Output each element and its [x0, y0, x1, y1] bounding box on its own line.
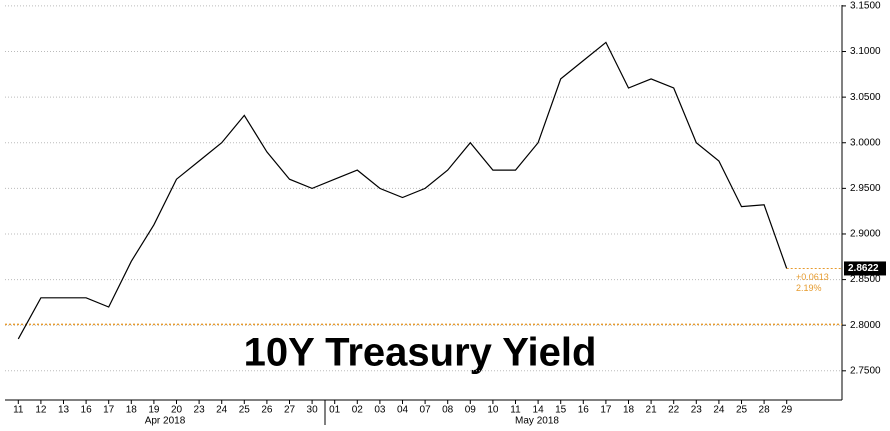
chart-title: 10Y Treasury Yield: [244, 331, 597, 375]
x-tick-label: 16: [578, 405, 590, 416]
x-tick-label: 30: [307, 405, 319, 416]
x-tick-label: 23: [194, 405, 206, 416]
x-tick-label: 13: [58, 405, 70, 416]
x-tick-label: 15: [555, 405, 567, 416]
month-label: May 2018: [515, 416, 559, 427]
x-tick-label: 29: [781, 405, 793, 416]
x-tick-label: 02: [352, 405, 364, 416]
x-tick-label: 28: [759, 405, 771, 416]
last-value-label: 2.8622: [848, 263, 879, 274]
x-tick-label: 24: [713, 405, 725, 416]
x-tick-label: 22: [668, 405, 680, 416]
x-tick-label: 16: [81, 405, 93, 416]
x-tick-label: 25: [736, 405, 748, 416]
y-tick-label: 2.8500: [850, 274, 881, 285]
x-tick-label: 17: [600, 405, 612, 416]
x-tick-label: 11: [510, 405, 521, 416]
x-tick-label: 10: [487, 405, 499, 416]
y-tick-label: 3.1500: [850, 1, 881, 12]
y-tick-label: 2.8000: [850, 320, 881, 331]
x-tick-label: 03: [374, 405, 386, 416]
x-tick-label: 24: [216, 405, 228, 416]
x-tick-label: 18: [126, 405, 138, 416]
last-value-box: [844, 261, 886, 276]
y-tick-label: 2.7500: [850, 365, 881, 376]
x-tick-label: 21: [646, 405, 658, 416]
x-tick-label: 11: [13, 405, 24, 416]
change-pct-label: 2.19%: [796, 283, 822, 293]
y-tick-label: 2.9500: [850, 183, 881, 194]
x-tick-label: 18: [623, 405, 635, 416]
line: [17, 41, 788, 340]
month-label: Apr 2018: [145, 416, 186, 427]
x-tick-label: 23: [691, 405, 703, 416]
x-tick-label: 07: [420, 405, 432, 416]
x-tick-label: 25: [239, 405, 251, 416]
x-tick-label: 19: [148, 405, 160, 416]
y-tick-label: 2.9000: [850, 229, 881, 240]
change-label: +0.0613: [796, 272, 829, 282]
x-tick-label: 26: [261, 405, 273, 416]
y-tick-label: 3.0000: [850, 137, 881, 148]
x-tick-label: 17: [103, 405, 115, 416]
x-tick-label: 14: [533, 405, 545, 416]
x-tick-label: 20: [171, 405, 183, 416]
x-tick-label: 01: [329, 405, 341, 416]
y-tick-label: 3.0500: [850, 92, 881, 103]
x-tick-label: 08: [442, 405, 454, 416]
x-tick-label: 04: [397, 405, 409, 416]
x-tick-label: 09: [465, 405, 477, 416]
x-tick-label: 12: [35, 405, 47, 416]
y-tick-label: 3.1000: [850, 46, 881, 57]
x-tick-label: 27: [284, 405, 296, 416]
